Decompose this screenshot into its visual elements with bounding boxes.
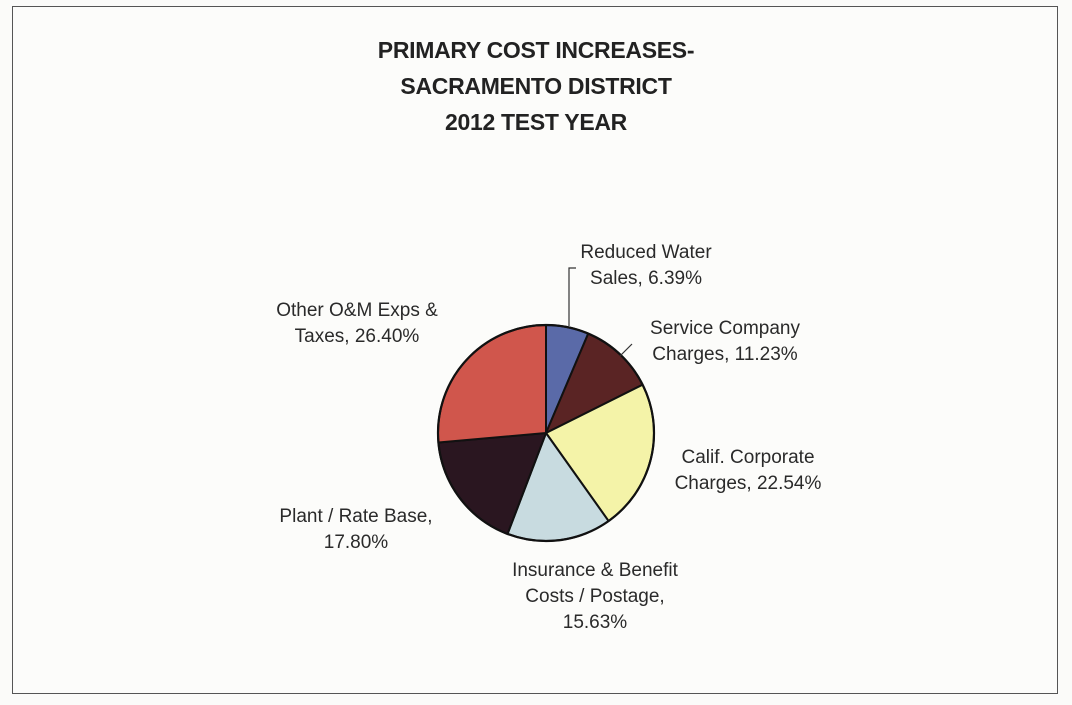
slice-label-6-line-1: Other O&M Exps & [276, 300, 438, 321]
slice-label-1-line-1: Reduced Water [580, 242, 712, 263]
slice-label-2-line-2: Charges, 11.23% [652, 344, 798, 365]
slice-label-5-line-1: Plant / Rate Base, [279, 506, 432, 527]
slice-label-6: Other O&M Exps & Taxes, 26.40% [276, 300, 438, 347]
chart-title-line-3: 2012 TEST YEAR [444, 109, 627, 135]
slice-label-2-line-1: Service Company [650, 318, 800, 339]
chart-title: PRIMARY COST INCREASES- SACRAMENTO DISTR… [0, 32, 1072, 140]
slice-label-1-line-2: Sales, 6.39% [590, 268, 702, 289]
slice-label-4-line-2: Costs / Postage, [525, 586, 664, 607]
pie-outline [436, 323, 656, 543]
slice-label-5-line-2: 17.80% [324, 532, 389, 553]
chart-title-line-2: SACRAMENTO DISTRICT [400, 73, 672, 99]
chart-title-line-1: PRIMARY COST INCREASES- [377, 37, 695, 63]
slice-label-1: Reduced Water Sales, 6.39% [580, 242, 712, 289]
slice-label-4: Insurance & Benefit Costs / Postage, 15.63… [512, 560, 679, 633]
slice-label-3-line-1: Calif. Corporate [681, 447, 814, 468]
slice-label-2: Service Company Charges, 11.23% [650, 318, 800, 365]
pie-slice-6 [437, 324, 547, 444]
slice-label-5: Plant / Rate Base, 17.80% [279, 506, 432, 553]
leader-line-1 [568, 267, 576, 326]
slice-label-4-line-1: Insurance & Benefit [512, 560, 679, 581]
leader-line-2 [619, 343, 633, 357]
slice-label-6-line-2: Taxes, 26.40% [295, 326, 420, 347]
slice-label-4-line-3: 15.63% [563, 612, 628, 633]
slice-label-3-line-2: Charges, 22.54% [675, 473, 822, 494]
slice-label-3: Calif. Corporate Charges, 22.54% [675, 447, 822, 494]
